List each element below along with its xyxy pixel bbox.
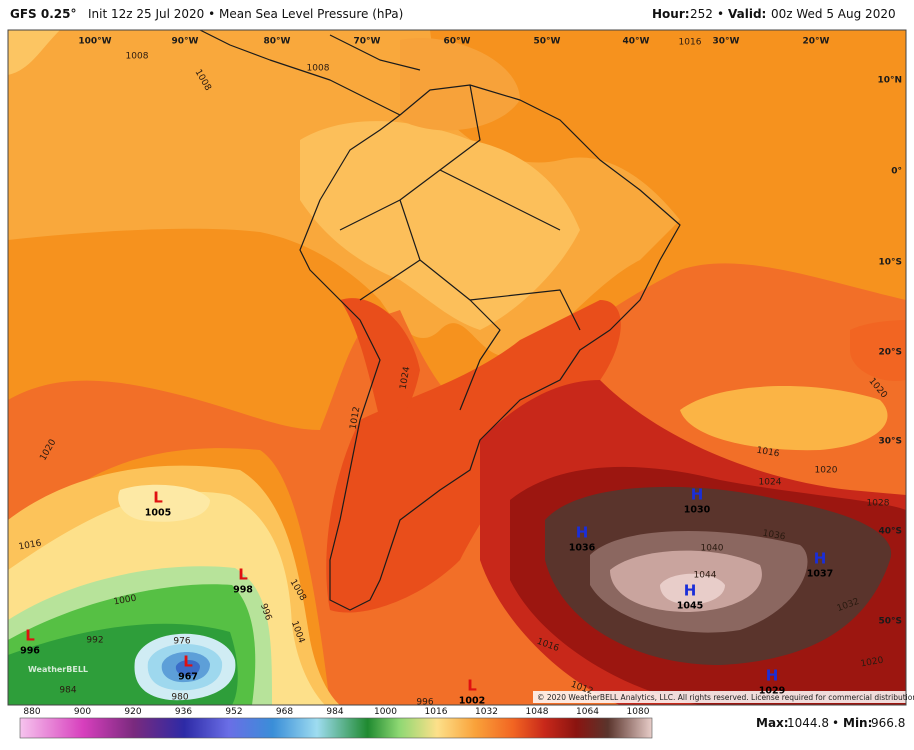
longitude-label: 60°W <box>444 37 471 47</box>
contour-label: 980 <box>171 693 188 703</box>
latitude-label: 50°S <box>878 617 902 627</box>
contour-label: 1016 <box>18 539 43 553</box>
pressure-center-value: 1045 <box>677 601 703 612</box>
contour-label: 996 <box>416 698 433 708</box>
pressure-center-value: 1030 <box>684 505 711 516</box>
contour-label: 992 <box>86 636 103 646</box>
pressure-center-value: 998 <box>233 585 253 596</box>
contour-label: 1020 <box>815 466 838 476</box>
longitude-label: 70°W <box>354 37 381 47</box>
contour-label: 1016 <box>679 38 702 48</box>
longitude-label: 30°W <box>713 37 740 47</box>
pressure-center-value: 1029 <box>759 686 785 697</box>
pressure-center-letter: H <box>576 524 589 542</box>
latitude-label: 10°N <box>877 76 902 86</box>
contour-label: 1000 <box>113 594 138 608</box>
contour-label: 1036 <box>762 529 787 543</box>
latitude-label: 10°S <box>878 258 902 268</box>
max-label: Max: <box>756 716 789 730</box>
pressure-center-letter: H <box>684 582 697 600</box>
contour-label: 1020 <box>860 656 885 670</box>
contour-label: 1008 <box>126 52 149 62</box>
pressure-center-letter: L <box>183 653 193 671</box>
pressure-center-letter: H <box>814 550 827 568</box>
valid-label: Valid: <box>728 7 766 21</box>
pressure-center-letter: L <box>25 627 35 645</box>
longitude-label: 40°W <box>623 37 650 47</box>
contour-label: 1044 <box>694 571 717 581</box>
colorbar-tick-label: 1080 <box>627 707 650 717</box>
watermark: WeatherBELL <box>28 665 88 674</box>
colorbar-tick-label: 900 <box>74 707 91 717</box>
map <box>8 30 906 705</box>
colorbar-tick-label: 984 <box>326 707 343 717</box>
colorbar-tick-label: 1016 <box>425 707 448 717</box>
separator: • <box>832 716 839 730</box>
latitude-label: 30°S <box>878 437 902 447</box>
credit: © 2020 WeatherBELL Analytics, LLC. All r… <box>537 693 914 702</box>
subtitle: Init 12z 25 Jul 2020 • Mean Sea Level Pr… <box>88 7 403 21</box>
colorbar-tick-label: 936 <box>175 707 192 717</box>
longitude-label: 80°W <box>264 37 291 47</box>
contour-label: 1016 <box>756 446 781 460</box>
pressure-center-value: 967 <box>178 672 198 683</box>
pressure-center-letter: H <box>766 667 779 685</box>
pressure-center-value: 1002 <box>459 696 485 707</box>
longitude-label: 50°W <box>534 37 561 47</box>
colorbar-tick-label: 968 <box>276 707 293 717</box>
pressure-center-letter: H <box>691 486 704 504</box>
max: 1044.8 <box>787 716 829 730</box>
contour-label: 1024 <box>399 366 413 391</box>
latitude-label: 40°S <box>878 527 902 537</box>
min: 966.8 <box>871 716 905 730</box>
colorbar-tick-label: 1032 <box>475 707 498 717</box>
contour-label: 1008 <box>307 64 330 74</box>
separator: • <box>717 7 724 21</box>
contour-label: 976 <box>173 637 190 647</box>
latitude-label: 0° <box>891 167 902 177</box>
hour: 252 <box>690 7 713 21</box>
colorbar-tick-label: 1000 <box>374 707 397 717</box>
colorbar-tick-label: 880 <box>23 707 40 717</box>
pressure-center-value: 996 <box>20 646 40 657</box>
colorbar-tick-label: 920 <box>124 707 141 717</box>
contour-label: 984 <box>59 686 76 696</box>
colorbar-tick-label: 952 <box>225 707 242 717</box>
contour-label: 1040 <box>701 544 724 554</box>
model: GFS 0.25° <box>10 7 76 21</box>
colorbar <box>19 717 653 739</box>
pressure-center-letter: L <box>238 566 248 584</box>
longitude-label: 90°W <box>172 37 199 47</box>
pressure-center-value: 1005 <box>145 508 171 519</box>
pressure-center-letter: L <box>467 677 477 695</box>
hour-label: Hour: <box>652 7 690 21</box>
colorbar-tick-label: 1064 <box>576 707 599 717</box>
pressure-center-value: 1036 <box>569 543 596 554</box>
min-label: Min: <box>843 716 872 730</box>
pressure-center-value: 1037 <box>807 569 833 580</box>
latitude-label: 20°S <box>878 348 902 358</box>
pressure-center-letter: L <box>153 489 163 507</box>
contour-label: 1028 <box>867 499 890 509</box>
contour-label: 1012 <box>349 406 363 430</box>
longitude-label: 100°W <box>78 37 111 47</box>
longitude-label: 20°W <box>803 37 830 47</box>
colorbar-tick-label: 1048 <box>526 707 549 717</box>
valid: 00z Wed 5 Aug 2020 <box>771 7 896 21</box>
contour-label: 1024 <box>759 478 782 488</box>
